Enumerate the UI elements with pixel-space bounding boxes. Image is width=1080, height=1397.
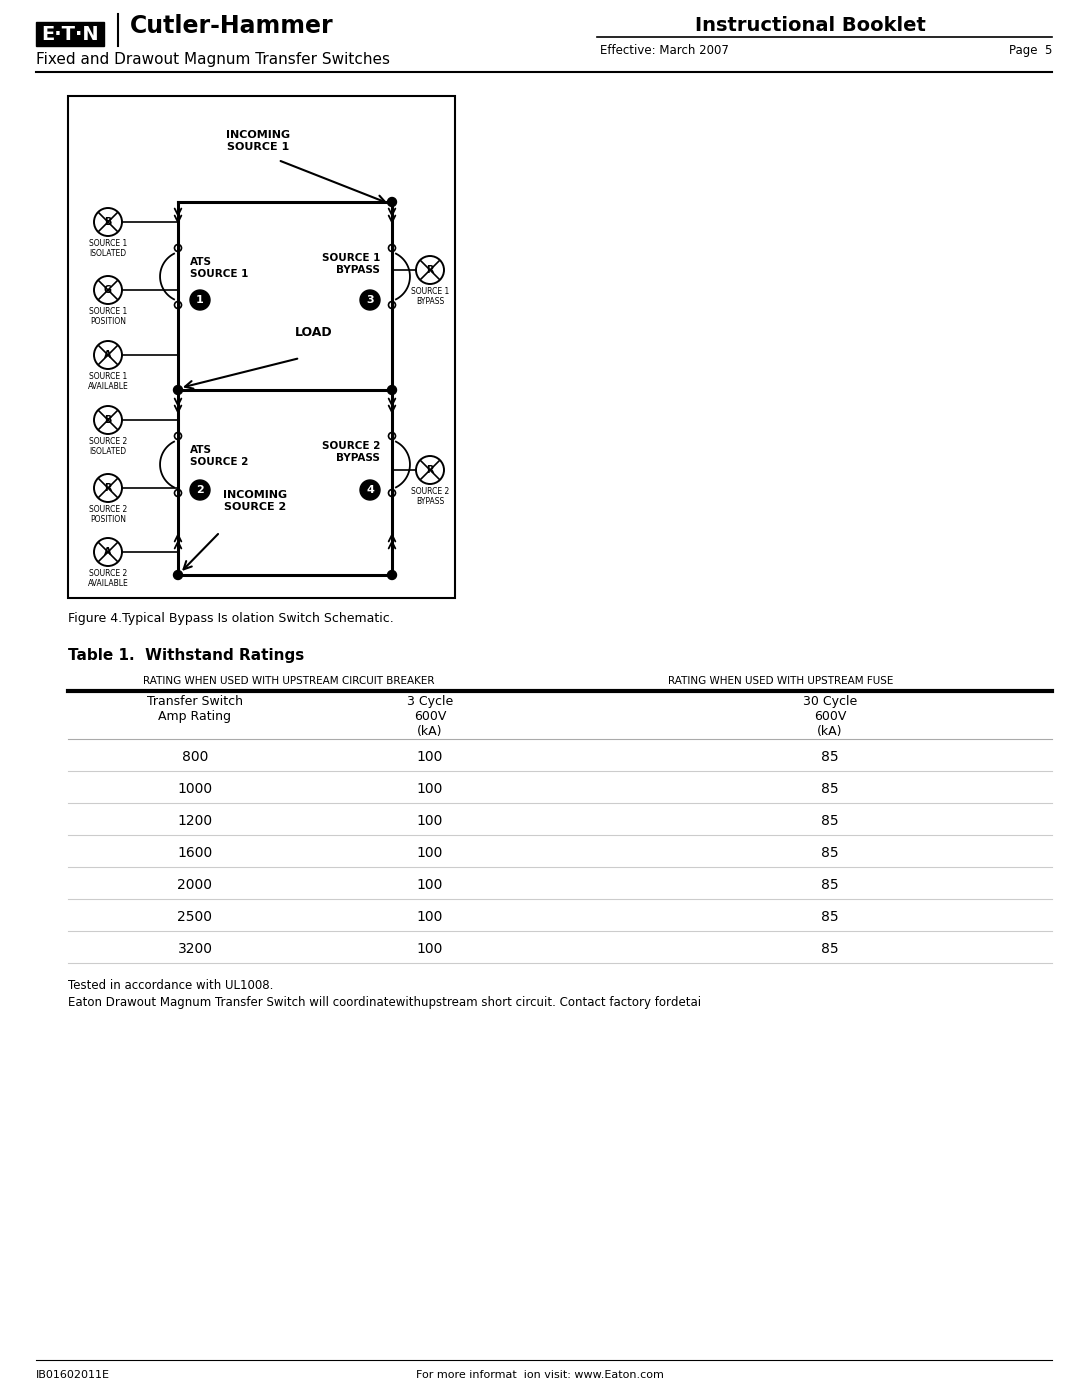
Text: G: G: [104, 285, 112, 295]
Circle shape: [94, 474, 122, 502]
Circle shape: [94, 341, 122, 369]
Circle shape: [388, 197, 396, 207]
Text: Page  5: Page 5: [1009, 43, 1052, 57]
Text: R: R: [105, 483, 111, 493]
Text: SOURCE 2
ISOLATED: SOURCE 2 ISOLATED: [89, 437, 127, 457]
Text: Fixed and Drawout Magnum Transfer Switches: Fixed and Drawout Magnum Transfer Switch…: [36, 52, 390, 67]
Circle shape: [94, 407, 122, 434]
Text: 3: 3: [366, 295, 374, 305]
Text: SOURCE 2
POSITION: SOURCE 2 POSITION: [89, 504, 127, 524]
Circle shape: [190, 481, 210, 500]
Text: 2500: 2500: [177, 909, 213, 923]
Circle shape: [389, 302, 395, 309]
Circle shape: [388, 570, 396, 580]
Circle shape: [175, 244, 181, 251]
Circle shape: [360, 291, 380, 310]
Text: R: R: [427, 465, 434, 475]
Text: 2000: 2000: [177, 877, 213, 893]
Text: SOURCE 2
BYPASS: SOURCE 2 BYPASS: [410, 488, 449, 506]
Text: 1600: 1600: [177, 847, 213, 861]
Text: Figure 4.Typical Bypass Is olation Switch Schematic.: Figure 4.Typical Bypass Is olation Switc…: [68, 612, 394, 624]
Text: 85: 85: [821, 942, 839, 956]
Bar: [68, 96, 455, 598]
Circle shape: [175, 489, 181, 496]
Text: R: R: [427, 265, 434, 275]
Text: 85: 85: [821, 782, 839, 796]
Circle shape: [94, 538, 122, 566]
Text: 85: 85: [821, 847, 839, 861]
Text: SOURCE 1
ISOLATED: SOURCE 1 ISOLATED: [89, 239, 127, 258]
Circle shape: [174, 386, 183, 394]
Text: 30 Cycle
600V
(kA): 30 Cycle 600V (kA): [802, 694, 858, 738]
Text: SOURCE 1
BYPASS: SOURCE 1 BYPASS: [410, 286, 449, 306]
Text: 100: 100: [417, 750, 443, 764]
Circle shape: [389, 244, 395, 251]
Text: 85: 85: [821, 814, 839, 828]
Circle shape: [94, 277, 122, 305]
Circle shape: [416, 455, 444, 483]
Circle shape: [174, 570, 183, 580]
Circle shape: [389, 489, 395, 496]
Text: RATING WHEN USED WITH UPSTREAM CIRCUIT BREAKER: RATING WHEN USED WITH UPSTREAM CIRCUIT B…: [144, 676, 435, 686]
Text: 100: 100: [417, 782, 443, 796]
Text: Instructional Booklet: Instructional Booklet: [694, 15, 926, 35]
Text: 4: 4: [366, 485, 374, 495]
Text: ATS
SOURCE 1: ATS SOURCE 1: [190, 257, 248, 279]
Text: SOURCE 2
AVAILABLE: SOURCE 2 AVAILABLE: [87, 569, 129, 588]
Text: E·T·N: E·T·N: [41, 25, 98, 43]
Text: 100: 100: [417, 814, 443, 828]
Text: Eaton Drawout Magnum Transfer Switch will coordinate​with​upstream short ​circui: Eaton Drawout Magnum Transfer Switch wil…: [68, 996, 701, 1009]
Text: 3 Cycle
600V
(kA): 3 Cycle 600V (kA): [407, 694, 454, 738]
Text: Cutler-Hammer: Cutler-Hammer: [130, 14, 334, 38]
Text: Transfer Switch
Amp Rating: Transfer Switch Amp Rating: [147, 694, 243, 724]
Text: SOURCE 1
POSITION: SOURCE 1 POSITION: [89, 307, 127, 327]
Circle shape: [360, 481, 380, 500]
Text: 85: 85: [821, 909, 839, 923]
Text: ATS
SOURCE 2: ATS SOURCE 2: [190, 446, 248, 467]
Text: SOURCE 1
AVAILABLE: SOURCE 1 AVAILABLE: [87, 372, 129, 391]
Circle shape: [388, 386, 396, 394]
Text: 1000: 1000: [177, 782, 213, 796]
Text: B: B: [105, 415, 111, 425]
Text: 85: 85: [821, 877, 839, 893]
Text: 100: 100: [417, 847, 443, 861]
Text: INCOMING
SOURCE 1: INCOMING SOURCE 1: [226, 130, 291, 152]
FancyBboxPatch shape: [36, 22, 104, 46]
Text: 3200: 3200: [177, 942, 213, 956]
Circle shape: [389, 433, 395, 440]
Text: For more informat  ion visit: www.Eaton.com: For more informat ion visit: www.Eaton.c…: [416, 1370, 664, 1380]
Text: 100: 100: [417, 942, 443, 956]
Text: 1200: 1200: [177, 814, 213, 828]
Text: INCOMING
SOURCE 2: INCOMING SOURCE 2: [222, 490, 287, 511]
Text: 2: 2: [197, 485, 204, 495]
Text: B: B: [105, 217, 111, 226]
Text: IB01602011E: IB01602011E: [36, 1370, 110, 1380]
Text: LOAD: LOAD: [295, 327, 333, 339]
Text: 100: 100: [417, 877, 443, 893]
Circle shape: [190, 291, 210, 310]
Text: 100: 100: [417, 909, 443, 923]
Text: 1: 1: [197, 295, 204, 305]
Text: 800: 800: [181, 750, 208, 764]
Text: Table 1.  Withstand Ratings: Table 1. Withstand Ratings: [68, 648, 305, 664]
Text: Tested in accordance with UL1008.: Tested in accordance with UL1008.: [68, 979, 273, 992]
Text: A: A: [105, 351, 111, 360]
Circle shape: [94, 208, 122, 236]
Circle shape: [175, 433, 181, 440]
Text: 85: 85: [821, 750, 839, 764]
Text: Effective: March 2007: Effective: March 2007: [600, 43, 729, 57]
Text: RATING WHEN USED WITH UPSTREAM FUSE: RATING WHEN USED WITH UPSTREAM FUSE: [669, 676, 893, 686]
Circle shape: [416, 256, 444, 284]
Text: SOURCE 2
BYPASS: SOURCE 2 BYPASS: [322, 441, 380, 462]
Text: A: A: [105, 548, 111, 557]
Text: SOURCE 1
BYPASS: SOURCE 1 BYPASS: [322, 253, 380, 275]
Circle shape: [175, 302, 181, 309]
